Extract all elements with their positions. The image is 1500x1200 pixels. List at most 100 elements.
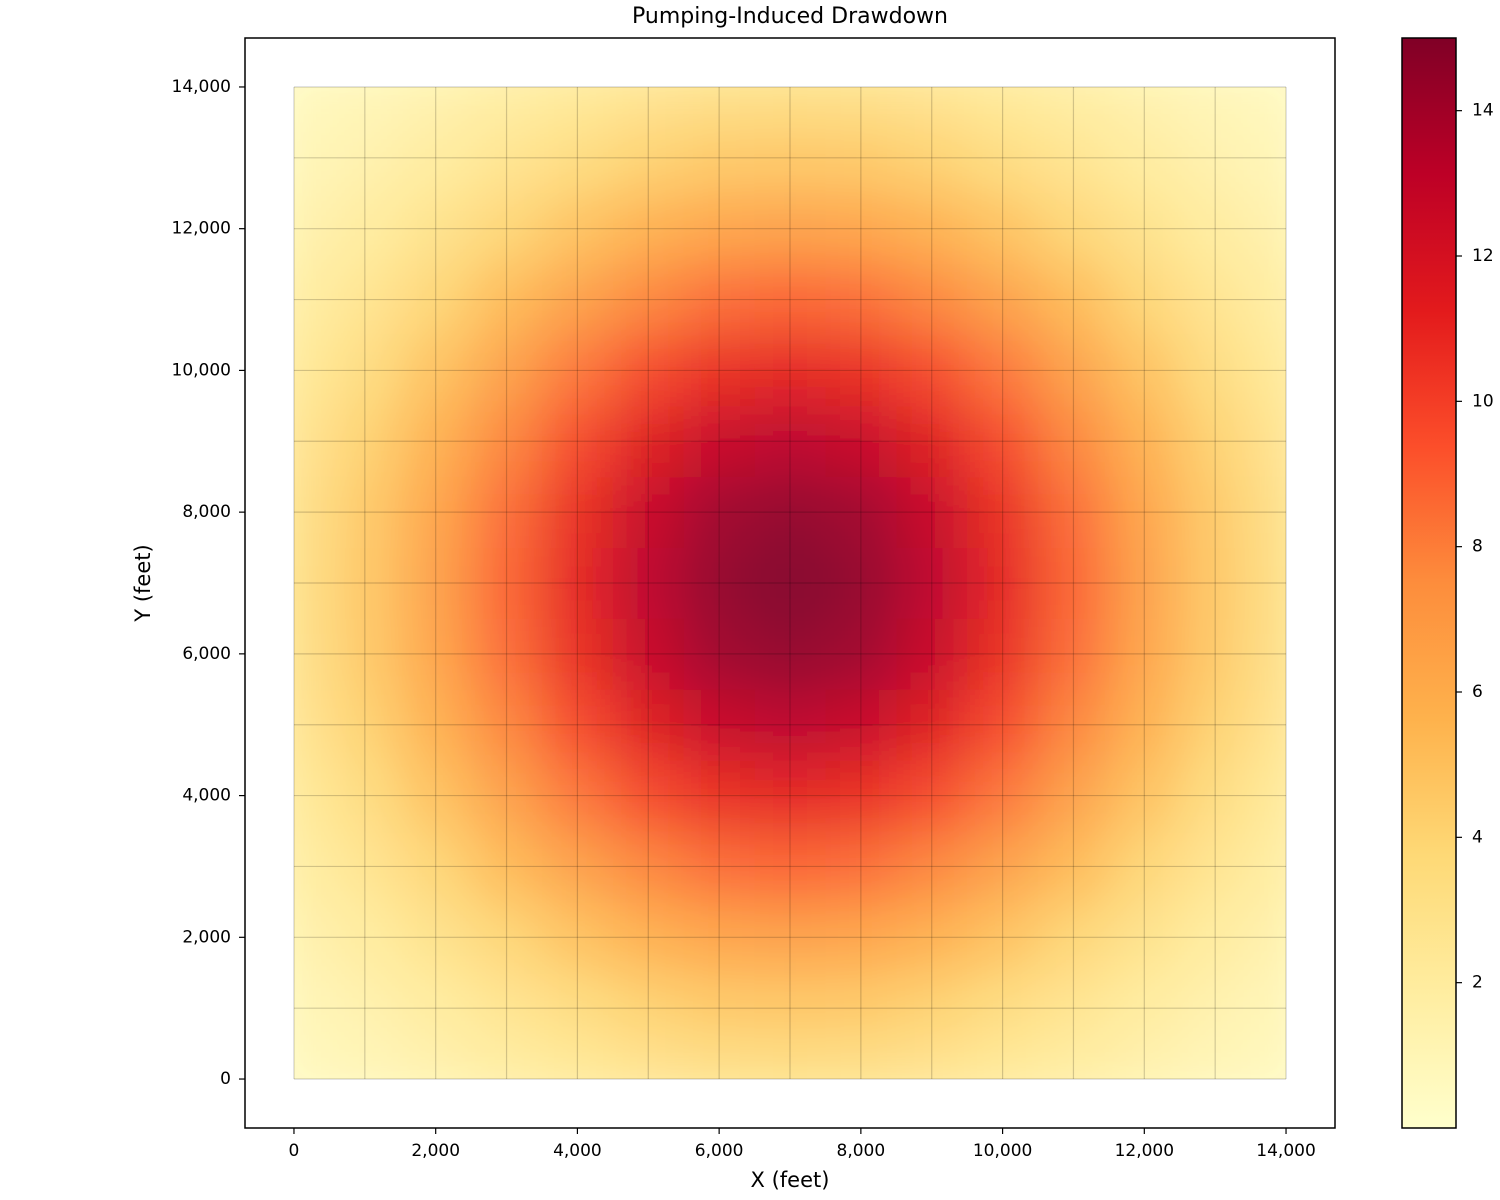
heatmap-cell bbox=[1250, 901, 1287, 974]
heatmap-cell bbox=[1250, 405, 1287, 478]
heatmap-cell bbox=[400, 264, 472, 336]
heatmap-cell bbox=[329, 831, 401, 903]
heatmap-cell bbox=[967, 547, 1039, 619]
colorbar-tick-label: 12 bbox=[1472, 246, 1494, 266]
heatmap-cell bbox=[754, 405, 826, 478]
heatmap-cell bbox=[1108, 831, 1181, 903]
heatmap-cell bbox=[754, 193, 826, 265]
heatmap-cell bbox=[1179, 405, 1252, 478]
heatmap-cell bbox=[1250, 547, 1287, 619]
colorbar-tick-label: 6 bbox=[1472, 682, 1483, 702]
heatmap-cell bbox=[541, 1043, 614, 1080]
heatmap-cell bbox=[471, 972, 543, 1045]
heatmap-cell bbox=[825, 334, 897, 407]
heatmap-cell bbox=[293, 618, 330, 690]
heatmap-cell bbox=[967, 193, 1039, 265]
heatmap-cell bbox=[1038, 760, 1110, 832]
heatmap-cell bbox=[896, 760, 968, 832]
heatmap-cell bbox=[400, 193, 472, 265]
heatmap-cell bbox=[1179, 901, 1252, 974]
heatmap-cell bbox=[293, 760, 330, 832]
heatmap-cell bbox=[1179, 334, 1252, 407]
heatmap-cell bbox=[541, 405, 614, 478]
heatmap-cell bbox=[754, 689, 826, 761]
heatmap-cell bbox=[754, 476, 826, 549]
heatmap-cell bbox=[1250, 689, 1287, 761]
heatmap-cell bbox=[471, 689, 543, 761]
heatmap-cell bbox=[329, 476, 401, 549]
heatmap-cell bbox=[683, 264, 756, 336]
heatmap-cell bbox=[825, 405, 897, 478]
heatmap-cell bbox=[471, 193, 543, 265]
heatmap-cell bbox=[683, 831, 756, 903]
heatmap-cell bbox=[683, 618, 756, 690]
heatmap-cell bbox=[293, 476, 330, 549]
heatmap-cell bbox=[825, 618, 897, 690]
heatmap-cell bbox=[1038, 618, 1110, 690]
heatmap-cell bbox=[1038, 405, 1110, 478]
heatmap-cell bbox=[1179, 972, 1252, 1045]
heatmap-cell bbox=[896, 1043, 968, 1080]
y-tick-label: 12,000 bbox=[172, 219, 231, 239]
heatmap-cell bbox=[683, 972, 756, 1045]
heatmap-cell bbox=[967, 760, 1039, 832]
y-tick-label: 4,000 bbox=[182, 786, 231, 806]
heatmap-cell bbox=[1038, 1043, 1110, 1080]
heatmap-cell bbox=[400, 760, 472, 832]
heatmap-cell bbox=[471, 86, 543, 123]
heatmap-cell bbox=[1179, 264, 1252, 336]
heatmap-cell bbox=[1038, 193, 1110, 265]
heatmap-cell bbox=[754, 122, 826, 194]
y-tick-label: 6,000 bbox=[182, 644, 231, 664]
heatmap-cell bbox=[400, 831, 472, 903]
heatmap-cell bbox=[896, 618, 968, 690]
heatmap-cell bbox=[541, 334, 614, 407]
colorbar-tick-label: 2 bbox=[1472, 973, 1483, 993]
heatmap-cell bbox=[471, 760, 543, 832]
heatmap-cell bbox=[967, 972, 1039, 1045]
heatmap-cell bbox=[293, 405, 330, 478]
heatmap-cell bbox=[471, 334, 543, 407]
heatmap-cell bbox=[754, 831, 826, 903]
heatmap-cell bbox=[1038, 831, 1110, 903]
heatmap-cell bbox=[293, 689, 330, 761]
heatmap-cell bbox=[967, 618, 1039, 690]
heatmap-cell bbox=[329, 618, 401, 690]
heatmap-cell bbox=[612, 760, 685, 832]
heatmap-cell bbox=[896, 547, 968, 619]
heatmap-cell bbox=[541, 760, 614, 832]
heatmap-cell bbox=[1250, 1043, 1287, 1080]
heatmap-cell bbox=[754, 972, 826, 1045]
heatmap-cell bbox=[825, 193, 897, 265]
heatmap-cell bbox=[683, 193, 756, 265]
heatmap-cell bbox=[329, 264, 401, 336]
heatmap-cell bbox=[329, 122, 401, 194]
heatmap-cell bbox=[1038, 86, 1110, 123]
heatmap-cell bbox=[754, 1043, 826, 1080]
plot-frame bbox=[244, 37, 1336, 1129]
heatmap-cell bbox=[612, 122, 685, 194]
heatmap-cell bbox=[293, 901, 330, 974]
heatmap-cell bbox=[825, 760, 897, 832]
colorbar-tick-label: 8 bbox=[1472, 537, 1483, 557]
heatmap-cell bbox=[1108, 193, 1181, 265]
heatmap-cell bbox=[1038, 334, 1110, 407]
heatmap-cell bbox=[1108, 264, 1181, 336]
heatmap-cell bbox=[683, 689, 756, 761]
heatmap-cell bbox=[825, 1043, 897, 1080]
heatmap-cell bbox=[754, 86, 826, 123]
heatmap-cell bbox=[293, 193, 330, 265]
heatmap-cell bbox=[1108, 689, 1181, 761]
heatmap-cell bbox=[896, 831, 968, 903]
heatmap-cell bbox=[1108, 405, 1181, 478]
heatmap-cell bbox=[1108, 901, 1181, 974]
heatmap-cell bbox=[400, 972, 472, 1045]
x-tick-label: 12,000 bbox=[1115, 1141, 1174, 1161]
heatmap-cell bbox=[967, 831, 1039, 903]
heatmap-cell bbox=[471, 122, 543, 194]
heatmap-cell bbox=[471, 1043, 543, 1080]
heatmap-cell bbox=[541, 831, 614, 903]
heatmap-cell bbox=[683, 86, 756, 123]
heatmap-cell bbox=[1250, 86, 1287, 123]
heatmap-cell bbox=[1250, 476, 1287, 549]
